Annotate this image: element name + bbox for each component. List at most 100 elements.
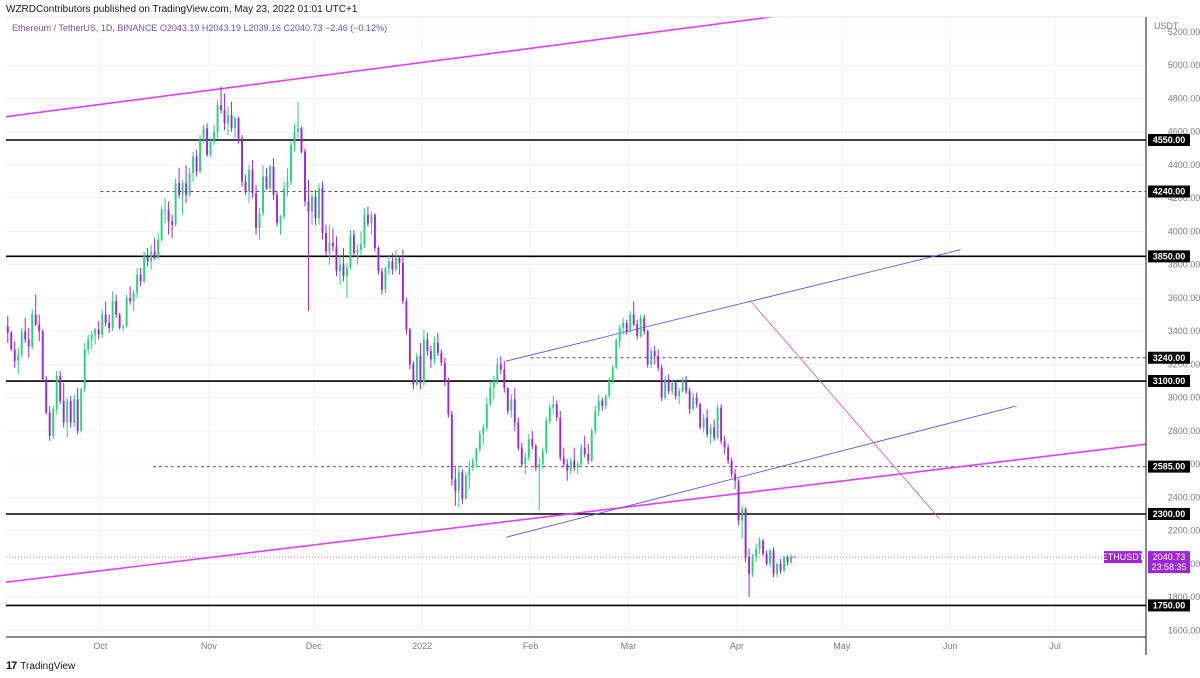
trendline — [6, 17, 778, 118]
candle-body — [772, 550, 775, 574]
candle-body — [790, 556, 793, 563]
candle-body — [279, 216, 282, 224]
candle-body — [6, 326, 9, 333]
level-label: 3850.00 — [1153, 251, 1186, 261]
candle-body — [265, 176, 268, 189]
candle-body — [202, 128, 205, 141]
candle-body — [538, 464, 541, 468]
level-label: 2585.00 — [1153, 462, 1186, 472]
level-label: 4240.00 — [1153, 187, 1186, 197]
candle-body — [384, 267, 387, 290]
candle-body — [702, 417, 705, 428]
candle-body — [443, 362, 446, 382]
candle-body — [349, 234, 352, 268]
candle-body — [758, 540, 761, 549]
candle-body — [482, 427, 485, 435]
candle-body — [290, 144, 292, 182]
candle-body — [164, 209, 167, 211]
candle-body — [664, 379, 667, 398]
candle-body — [433, 342, 436, 360]
candle-body — [590, 430, 593, 461]
candle-body — [38, 324, 41, 332]
candle-body — [356, 249, 359, 254]
candle-body — [24, 331, 27, 340]
candle-body — [720, 407, 723, 441]
candle-body — [471, 460, 474, 468]
candle-body — [394, 258, 397, 270]
candle-body — [345, 267, 348, 277]
candle-body — [475, 449, 478, 461]
candle-body — [583, 447, 586, 455]
candle-body — [146, 254, 149, 262]
level-label-bg — [1148, 375, 1190, 388]
candle-body — [650, 351, 653, 365]
candle-body — [450, 414, 453, 480]
candle-body — [419, 356, 422, 383]
candle-body — [688, 390, 691, 410]
candle-body — [751, 557, 754, 574]
axes: USDT1600.001800.002000.002200.002400.002… — [6, 16, 1200, 655]
candle-body — [94, 329, 97, 335]
candle-body — [286, 181, 289, 189]
candle-body — [426, 339, 429, 352]
candle-body — [297, 128, 299, 132]
candle-body — [671, 382, 674, 391]
level-label-bg — [1148, 599, 1190, 612]
y-tick-label: 5000.00 — [1168, 60, 1200, 70]
candle-body — [520, 447, 523, 465]
symbol-badge-bg — [1104, 551, 1142, 564]
y-tick-label: 2400.00 — [1168, 492, 1200, 502]
candle-body — [125, 297, 128, 327]
tradingview-logo-text: TradingView — [20, 660, 76, 672]
candle-body — [328, 243, 331, 252]
candle-body — [359, 244, 362, 250]
candle-body — [552, 404, 555, 408]
candle-body — [611, 367, 614, 382]
candle-body — [255, 193, 257, 229]
candle-body — [646, 331, 649, 365]
candle-body — [447, 381, 450, 415]
candle-body — [741, 509, 744, 521]
candle-body — [283, 188, 285, 217]
candle-body — [132, 292, 135, 302]
candle-body — [104, 314, 107, 323]
candle-body — [62, 400, 65, 423]
candle-body — [709, 427, 712, 435]
candle-body — [227, 115, 230, 124]
candle-body — [524, 457, 527, 465]
x-tick-label: Apr — [730, 641, 744, 651]
candle-body — [510, 399, 513, 411]
candle-body — [52, 409, 55, 436]
y-tick-label: 1800.00 — [1168, 592, 1200, 602]
candle-body — [632, 314, 635, 325]
trendline — [505, 300, 751, 362]
candle-body — [188, 173, 191, 195]
candle-body — [608, 381, 611, 396]
candle-body — [251, 169, 254, 194]
x-tick-label: May — [833, 641, 851, 651]
trendline — [750, 300, 941, 520]
candle-body — [167, 209, 170, 222]
candle-body — [555, 404, 558, 418]
candle-body — [478, 434, 481, 450]
candle-body — [108, 322, 111, 328]
trendlines — [6, 17, 1146, 583]
candle-body — [13, 349, 16, 362]
y-tick-label: 5200.00 — [1168, 27, 1200, 37]
candle-body — [321, 188, 324, 234]
symbol-legend: Ethereum / TetherUS, 1D, BINANCE O2043.1… — [12, 23, 387, 33]
candle-body — [101, 314, 104, 335]
y-tick-label: 4200.00 — [1168, 193, 1200, 203]
candle-body — [363, 214, 366, 245]
trendline — [750, 249, 961, 302]
candle-body — [230, 115, 233, 129]
y-tick-label: 2200.00 — [1168, 526, 1200, 536]
candle-body — [34, 314, 37, 325]
candle-body — [237, 118, 240, 139]
candle-body — [527, 439, 530, 458]
candle-body — [338, 264, 341, 272]
candle-body — [699, 404, 702, 428]
candle-body — [730, 460, 733, 475]
level-label-bg — [1148, 134, 1190, 147]
